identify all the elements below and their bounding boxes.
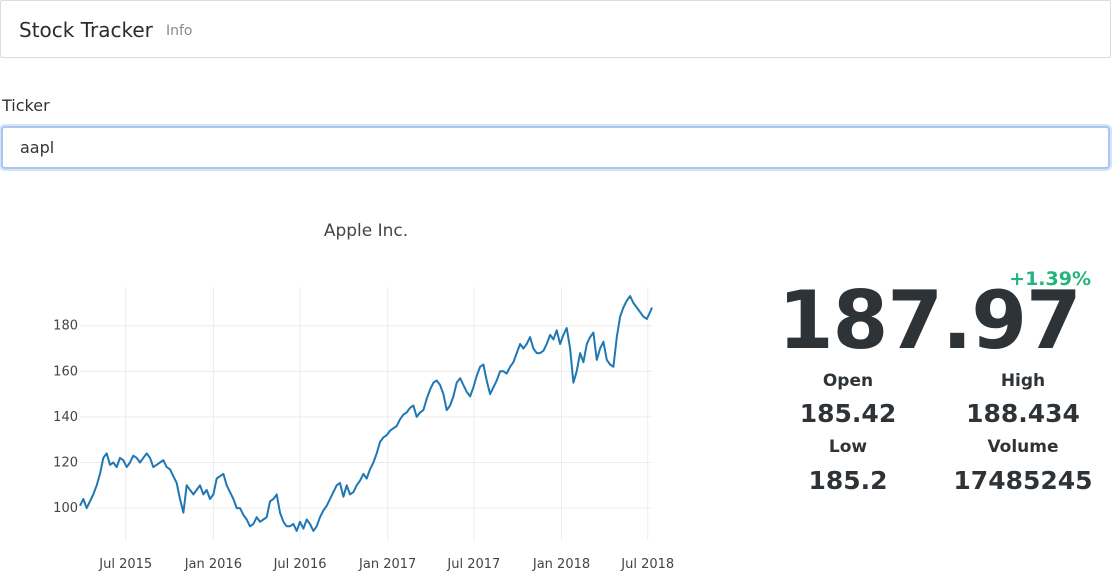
high-value: 188.434 [966, 399, 1080, 428]
price-series-line [79, 295, 653, 532]
chart-title: Apple Inc. [324, 221, 408, 241]
open-value: 185.42 [799, 399, 897, 428]
chart-y-axis: 100 120 140 160 180 [53, 319, 78, 516]
x-tick-label: Jul 2017 [446, 557, 500, 572]
x-tick-label: Jul 2016 [273, 557, 327, 572]
low-label: Low [828, 437, 868, 457]
y-tick-label: 160 [53, 364, 78, 379]
low-value: 185.2 [808, 466, 888, 495]
y-tick-label: 100 [53, 501, 78, 516]
x-tick-label: Jan 2016 [184, 557, 242, 572]
high-label: High [1000, 371, 1046, 391]
ticker-label: Ticker [2, 96, 50, 115]
x-tick-label: Jul 2015 [98, 557, 152, 572]
chart-grid-x [125, 287, 649, 540]
y-tick-label: 180 [53, 319, 78, 334]
open-label: Open [822, 371, 874, 391]
ticker-input[interactable] [1, 126, 1110, 169]
chart-grid-y [80, 325, 652, 509]
volume-value: 17485245 [953, 466, 1093, 495]
change-percent: +1.39% [1009, 268, 1091, 290]
nav-link-info[interactable]: Info [166, 23, 193, 39]
y-tick-label: 120 [53, 456, 78, 471]
brand-title[interactable]: Stock Tracker [19, 18, 153, 42]
quote-panel: +1.39% 187.97 Open 185.42 High 188.434 L… [760, 265, 1113, 565]
x-tick-label: Jan 2018 [532, 557, 590, 572]
chart-svg: Apple Inc. Jul 2015 Jan 2016 Jul 2016 Jan 2… [53, 221, 674, 572]
x-tick-label: Jan 2017 [358, 557, 416, 572]
chart-x-axis: Jul 2015 Jan 2016 Jul 2016 Jan 2017 Jul 2017… [98, 557, 674, 572]
navbar: Stock Tracker Info [0, 0, 1111, 58]
y-tick-label: 140 [53, 410, 78, 425]
x-tick-label: Jul 2018 [620, 557, 674, 572]
price-chart[interactable]: Apple Inc. Jul 2015 Jan 2016 Jul 2016 Jan 2… [0, 195, 740, 572]
volume-label: Volume [987, 437, 1059, 457]
current-price: 187.97 [778, 274, 1082, 367]
